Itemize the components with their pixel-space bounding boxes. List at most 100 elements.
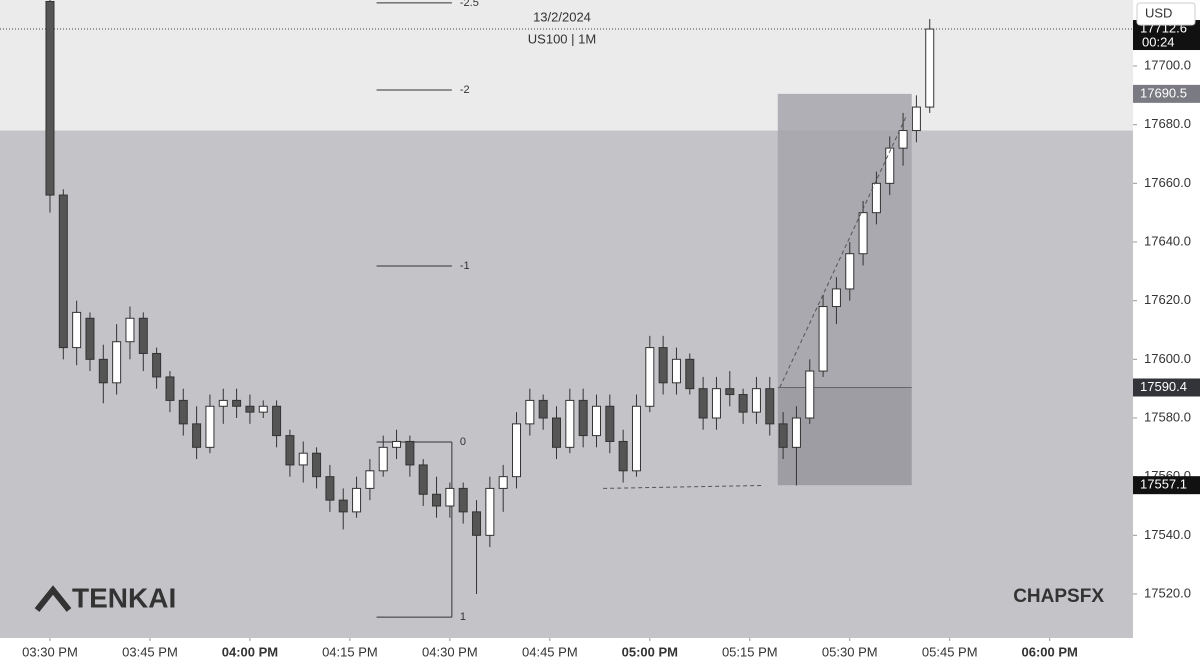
candle-body bbox=[178, 399, 188, 425]
candle-body bbox=[258, 405, 268, 413]
candle-body bbox=[711, 388, 721, 419]
overlay: 17520.017540.017560.017580.017600.017620… bbox=[22, 20, 1200, 659]
candle-body bbox=[778, 423, 788, 448]
candle-body bbox=[565, 399, 575, 448]
chart-symbol: US100 | 1M bbox=[528, 31, 596, 46]
candle-body bbox=[605, 405, 615, 442]
price-label: 17557.1 bbox=[1140, 477, 1187, 492]
trendline bbox=[603, 484, 764, 489]
candle-body bbox=[338, 499, 348, 513]
candle-body bbox=[325, 476, 335, 501]
candle-body bbox=[485, 487, 495, 536]
y-tick-label: 17520.0 bbox=[1144, 585, 1191, 600]
candle-body bbox=[125, 317, 135, 343]
candle-body bbox=[751, 388, 761, 413]
fib-label: 1 bbox=[460, 611, 466, 623]
candle-body bbox=[871, 182, 881, 214]
candle-body bbox=[138, 317, 148, 354]
candle-body bbox=[112, 341, 122, 384]
candle-body bbox=[192, 423, 202, 448]
candle-body bbox=[725, 388, 735, 396]
currency[interactable]: USD bbox=[1145, 5, 1172, 20]
x-axis-panel bbox=[0, 638, 1200, 667]
candle-body bbox=[432, 493, 442, 507]
y-tick-label: 17660.0 bbox=[1144, 175, 1191, 190]
candle-body bbox=[232, 399, 242, 407]
fib-label: 0 bbox=[460, 436, 466, 448]
x-tick-label: 03:45 PM bbox=[122, 644, 178, 659]
candle-body bbox=[645, 347, 655, 407]
candle-body bbox=[898, 130, 908, 149]
x-tick-label: 03:30 PM bbox=[22, 644, 78, 659]
candle-body bbox=[378, 446, 388, 472]
y-tick-label: 17600.0 bbox=[1144, 351, 1191, 366]
price-label-box bbox=[1133, 378, 1200, 397]
candle-body bbox=[312, 452, 322, 478]
candle-body bbox=[392, 440, 402, 448]
candle-body bbox=[165, 376, 175, 401]
candle-body bbox=[405, 440, 415, 466]
candle-body bbox=[272, 405, 282, 437]
candle-body bbox=[152, 352, 162, 378]
candle-body bbox=[512, 423, 522, 478]
candle-body bbox=[445, 487, 455, 507]
candle-body bbox=[418, 464, 428, 495]
candle-body bbox=[205, 405, 215, 448]
candle-body bbox=[845, 253, 855, 290]
candle-body bbox=[472, 511, 482, 536]
candle-body bbox=[45, 0, 55, 196]
price-label: 17590.4 bbox=[1140, 379, 1187, 394]
x-tick-label: 05:45 PM bbox=[922, 644, 978, 659]
x-tick-label: 04:15 PM bbox=[322, 644, 378, 659]
candle-body bbox=[925, 28, 935, 108]
candle-body bbox=[58, 194, 68, 349]
candle-body bbox=[791, 417, 801, 448]
candle-body bbox=[538, 399, 548, 419]
candle-body bbox=[365, 470, 375, 489]
candle-body bbox=[698, 388, 708, 419]
x-tick-label: 04:45 PM bbox=[522, 644, 578, 659]
candle-body bbox=[552, 417, 562, 448]
candle-body bbox=[285, 435, 295, 466]
watermark-right: CHAPSFX bbox=[1013, 586, 1104, 607]
plot-area: -2.5 -2 -1 0 1 bbox=[0, 0, 1133, 638]
candle-body bbox=[72, 311, 82, 349]
x-tick-label: 04:30 PM bbox=[422, 644, 478, 659]
candle-body bbox=[98, 358, 108, 384]
candle-body bbox=[525, 399, 535, 425]
price-countdown: 00:24 bbox=[1142, 34, 1175, 49]
candle-body bbox=[671, 358, 681, 384]
zone bbox=[0, 130, 1133, 638]
candle-body bbox=[738, 394, 748, 413]
y-axis-panel bbox=[1133, 0, 1200, 638]
price-label-box bbox=[1133, 84, 1200, 103]
candle-body bbox=[885, 147, 895, 184]
candle-body bbox=[498, 476, 508, 489]
candle-body bbox=[658, 347, 668, 384]
candle-body bbox=[218, 399, 228, 407]
candle-body bbox=[352, 487, 362, 513]
candle-body bbox=[631, 405, 641, 472]
currency-box[interactable] bbox=[1136, 2, 1196, 26]
y-tick-label: 17700.0 bbox=[1144, 57, 1191, 72]
logo-mark bbox=[34, 585, 72, 612]
watermark-left: TENKAI bbox=[72, 582, 176, 613]
candle-body bbox=[911, 106, 921, 132]
candle-body bbox=[765, 388, 775, 425]
price-label-box bbox=[1133, 476, 1200, 495]
y-tick-label: 17540.0 bbox=[1144, 527, 1191, 542]
x-tick-label: 06:00 PM bbox=[1022, 644, 1078, 659]
position-target bbox=[777, 93, 912, 388]
candle-body bbox=[591, 405, 601, 437]
candle-body bbox=[818, 306, 828, 372]
trendline bbox=[779, 115, 907, 388]
candle-body bbox=[578, 399, 588, 437]
fib-label: -2.5 bbox=[460, 0, 479, 9]
y-tick-label: 17580.0 bbox=[1144, 409, 1191, 424]
candle-body bbox=[805, 370, 815, 419]
price-label: 17690.5 bbox=[1140, 85, 1187, 100]
chart-date: 13/2/2024 bbox=[533, 9, 591, 24]
y-tick-label: 17640.0 bbox=[1144, 233, 1191, 248]
candle-body bbox=[858, 212, 868, 255]
